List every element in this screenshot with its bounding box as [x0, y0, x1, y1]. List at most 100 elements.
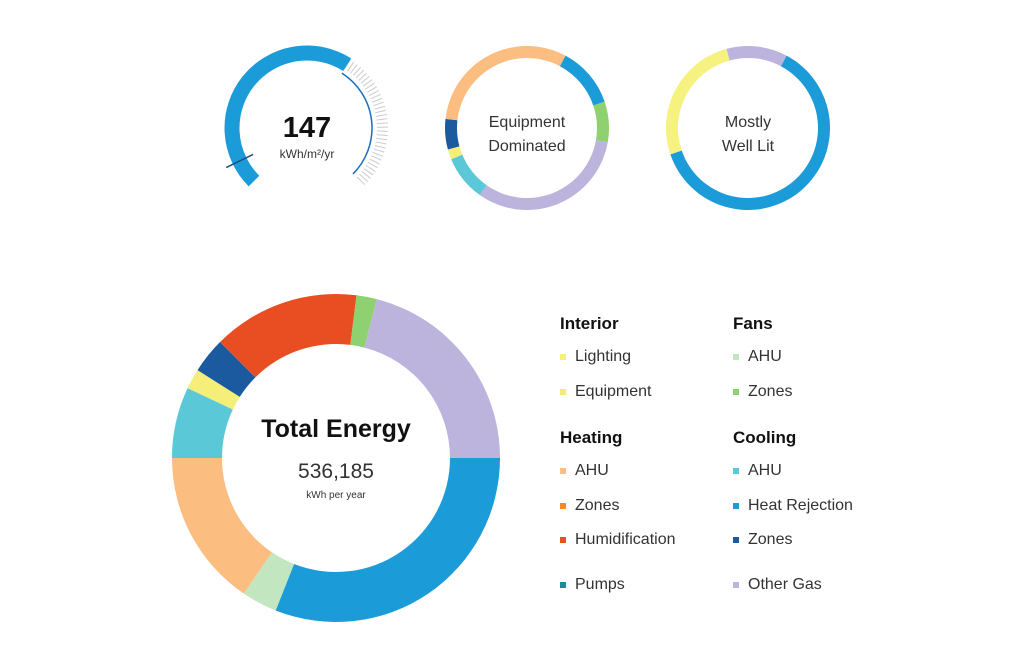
gauge-tick [369, 158, 380, 165]
gauge-tick [374, 105, 386, 110]
pie-slice-fans-zones [350, 295, 377, 348]
legend-swatch [733, 537, 739, 543]
legend-swatch [560, 537, 566, 543]
donut-label-line2: Dominated [488, 138, 565, 155]
mostly-well-lit-donut: Mostly Well Lit [666, 46, 830, 211]
gauge-tick [373, 101, 384, 107]
legend-header-fans: Fans [733, 314, 773, 333]
legend-swatch [733, 582, 739, 588]
legend-label: Humidification [575, 531, 676, 548]
legend-item-heat-rejection: Heat Rejection [733, 497, 853, 515]
legend-item-fans-zones: Zones [733, 383, 792, 401]
gauge-tick [371, 97, 383, 103]
pie-slice-cooling-zones [197, 342, 256, 397]
gauge-tick [375, 141, 387, 145]
pie-slice-heat-rejection [275, 458, 500, 622]
gauge-tick [372, 151, 384, 157]
legend-label: Zones [748, 531, 793, 548]
legend-label: Other Gas [748, 576, 822, 593]
gauge-tick [375, 113, 387, 117]
donut-segment-5 [445, 118, 460, 150]
donut-segment-2 [726, 46, 787, 67]
pie-slice-cooling-ahu [172, 388, 233, 458]
gauge-inner-line [341, 72, 373, 175]
donut-segment-1 [593, 101, 609, 143]
legend-item-pumps: Pumps [560, 576, 625, 594]
gauge-tick [350, 64, 358, 74]
gauge-tick [365, 82, 375, 90]
donut-label-line1: Mostly [725, 114, 771, 131]
donut-label-line2: Well Lit [722, 138, 775, 155]
donut-segment-2 [479, 140, 608, 210]
donut-segment-6 [445, 46, 566, 121]
legend-item-humidification: Humidification [560, 531, 675, 549]
legend-swatch [733, 503, 739, 509]
legend-header-heating: Heating [560, 428, 623, 447]
gauge-tick [361, 171, 371, 179]
donut-segments [445, 46, 609, 210]
legend-swatch [560, 468, 566, 474]
gauge-marker [225, 153, 254, 169]
legend-swatch [560, 582, 566, 588]
total-unit: kWh per year [306, 490, 366, 501]
legend-item-heating-zones: Zones [560, 497, 619, 515]
gauge-tick [367, 161, 378, 169]
gauge-tick [362, 79, 373, 87]
gauge-tick [355, 69, 365, 79]
eui-gauge: 147 kWh/m²/yr [224, 45, 389, 187]
gauge-tick [374, 144, 386, 149]
gauge-track-ticks [344, 59, 389, 186]
legend-swatch [560, 354, 566, 360]
eui-value: 147 [283, 112, 331, 144]
legend-label: Equipment [575, 383, 652, 400]
donut-segments [666, 46, 830, 211]
legend-swatch [733, 354, 739, 360]
gauge-tick [358, 72, 367, 81]
legend-item-heating-ahu: AHU [560, 462, 609, 480]
gauge-tick [359, 173, 369, 182]
legend-label: Zones [748, 383, 793, 400]
pie-slice-heating-ahu [172, 458, 272, 594]
equipment-dominated-donut: Equipment Dominated [445, 46, 609, 210]
donut-segments [172, 293, 500, 622]
gauge-tick [375, 109, 387, 114]
donut-segment-1 [666, 48, 730, 155]
gauge-tick [365, 165, 376, 172]
legend-item-cooling-zones: Zones [733, 531, 792, 549]
gauge-tick [371, 155, 382, 161]
legend-label: Lighting [575, 348, 632, 365]
gauge-fill-arc [224, 45, 352, 187]
legend-swatch [733, 468, 739, 474]
legend-label: Pumps [575, 576, 625, 593]
gauge-tick [376, 118, 388, 121]
total-energy-donut: Total Energy 536,185 kWh per year [172, 293, 500, 622]
chart-title: Total Energy [261, 415, 411, 443]
legend-label: AHU [575, 462, 609, 479]
donut-label-line1: Equipment [489, 114, 566, 131]
legend-label: Heat Rejection [748, 497, 853, 514]
gauge-tick [360, 75, 370, 84]
legend-header-cooling: Cooling [733, 428, 797, 447]
legend-swatch [560, 503, 566, 509]
gauge-tick [356, 176, 366, 186]
gauge-tick [368, 90, 380, 97]
gauge-tick [370, 93, 381, 100]
donut-segment-3 [451, 154, 487, 196]
legend-label: Zones [575, 497, 620, 514]
legend-item-fans-ahu: AHU [733, 348, 782, 366]
gauge-tick [373, 148, 385, 153]
legend-item-cooling-ahu: AHU [733, 462, 782, 480]
gauge-tick [376, 122, 388, 125]
gauge-tick [347, 61, 355, 72]
eui-unit: kWh/m²/yr [280, 147, 335, 161]
pie-slice-humidification [220, 293, 357, 378]
legend-swatch [560, 389, 566, 395]
legend-swatch [733, 389, 739, 395]
legend-label: AHU [748, 348, 782, 365]
gauge-tick [366, 86, 377, 93]
legend-item-other-gas: Other Gas [733, 576, 822, 594]
donut-segment-4 [447, 146, 463, 160]
pie-slice-equipment [187, 370, 240, 410]
gauge-tick [376, 134, 388, 137]
